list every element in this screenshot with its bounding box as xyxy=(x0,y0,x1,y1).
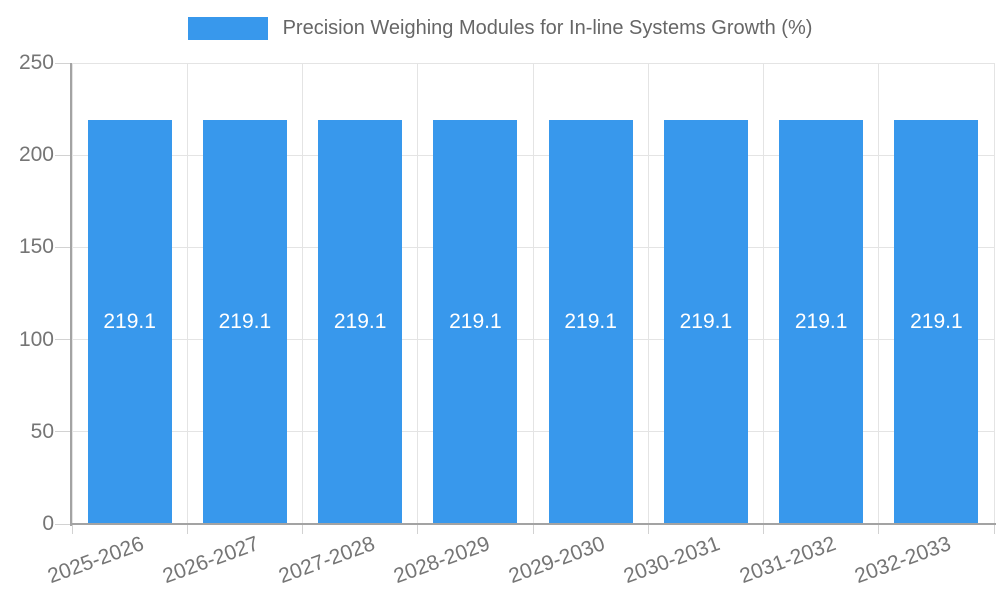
x-tick-label: 2032-2033 xyxy=(851,532,954,589)
x-tick-label: 2028-2029 xyxy=(390,532,493,589)
x-tick-mark xyxy=(647,524,649,534)
y-tick-label: 0 xyxy=(42,512,54,535)
bar[interactable]: 219.1 xyxy=(663,119,748,524)
bar-value-label: 219.1 xyxy=(333,309,387,333)
y-tick-mark xyxy=(55,246,72,248)
x-tick-mark xyxy=(763,524,764,534)
x-gridline xyxy=(71,63,73,524)
bar[interactable]: 219.1 xyxy=(779,119,864,524)
y-tick-label: 100 xyxy=(18,327,54,351)
legend-label: Precision Weighing Modules for In-line S… xyxy=(282,16,813,39)
y-tick-label: 150 xyxy=(18,235,54,259)
x-tick-label: 2030-2031 xyxy=(621,532,724,589)
bar-value-label: 219.1 xyxy=(564,309,617,333)
x-gridline xyxy=(763,63,764,524)
x-gridline xyxy=(417,63,419,524)
x-tick-label: 2029-2030 xyxy=(505,532,609,589)
x-gridline xyxy=(186,63,188,524)
x-gridline xyxy=(532,63,534,524)
x-gridline xyxy=(993,63,995,524)
x-tick-mark xyxy=(532,524,534,534)
x-axis-line xyxy=(70,523,996,525)
x-tick-mark xyxy=(993,524,995,534)
x-tick-label: 2027-2028 xyxy=(275,532,378,589)
bar-value-label: 219.1 xyxy=(679,309,733,333)
bar-value-label: 219.1 xyxy=(910,309,963,333)
x-tick-mark xyxy=(186,524,188,534)
y-axis-line xyxy=(70,63,72,526)
y-tick-mark xyxy=(55,154,72,156)
y-tick-label: 250 xyxy=(18,51,54,74)
y-tick-mark xyxy=(55,431,72,433)
x-tick-mark xyxy=(878,524,880,534)
x-gridline xyxy=(302,63,303,524)
y-tick-label: 200 xyxy=(18,143,54,167)
y-tick-mark xyxy=(55,62,72,64)
bar[interactable]: 219.1 xyxy=(202,119,287,524)
x-gridline xyxy=(647,63,649,524)
bar[interactable]: 219.1 xyxy=(87,119,172,524)
x-tick-label: 2026-2027 xyxy=(160,532,263,589)
x-tick-mark xyxy=(302,524,303,534)
x-tick-mark xyxy=(71,524,73,534)
x-tick-mark xyxy=(417,524,419,534)
bar-value-label: 219.1 xyxy=(449,309,502,333)
legend-swatch xyxy=(187,16,268,40)
chart-legend-item[interactable]: Precision Weighing Modules for In-line S… xyxy=(0,15,1000,41)
y-tick-mark xyxy=(55,339,72,341)
y-tick-label: 50 xyxy=(30,419,54,443)
x-tick-label: 2025-2026 xyxy=(44,532,148,589)
x-tick-label: 2031-2032 xyxy=(736,532,839,589)
bar-value-label: 219.1 xyxy=(218,309,272,333)
bar-value-label: 219.1 xyxy=(103,309,156,333)
bar[interactable]: 219.1 xyxy=(894,119,979,524)
bar[interactable]: 219.1 xyxy=(433,119,518,524)
bar[interactable]: 219.1 xyxy=(318,119,403,524)
bar-value-label: 219.1 xyxy=(794,309,848,333)
x-gridline xyxy=(878,63,880,524)
bar[interactable]: 219.1 xyxy=(548,119,633,524)
y-tick-mark xyxy=(55,523,72,525)
